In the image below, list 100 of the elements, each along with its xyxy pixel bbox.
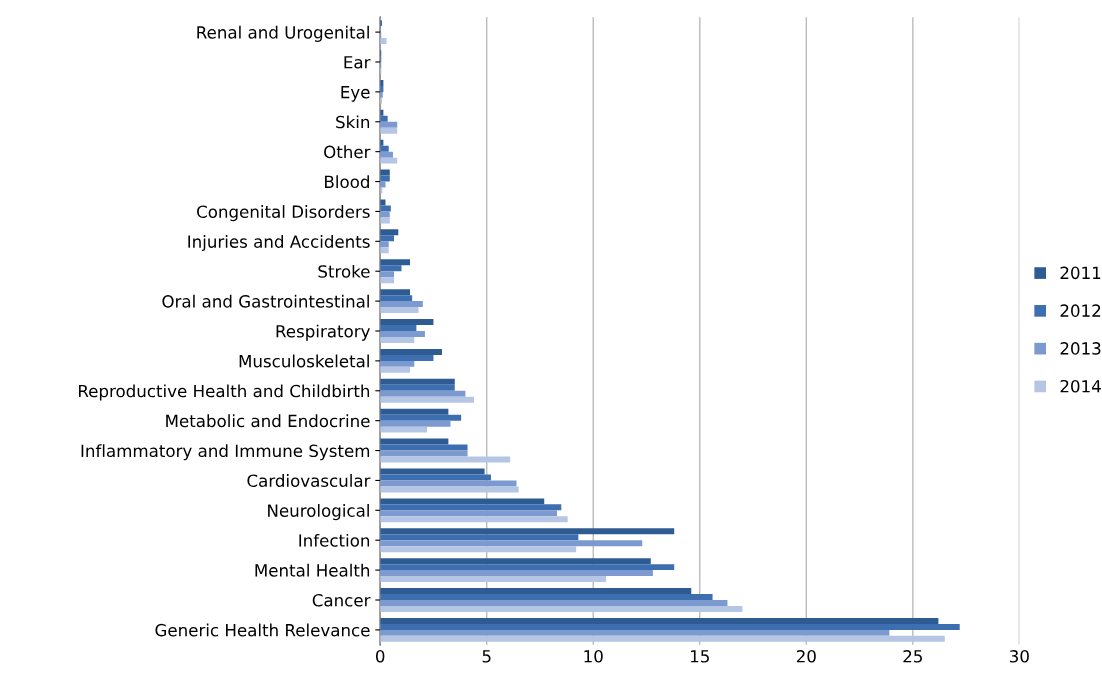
bar bbox=[380, 576, 607, 583]
y-tick-label: Generic Health Relevance bbox=[155, 623, 370, 637]
bar bbox=[380, 504, 562, 511]
bar bbox=[380, 408, 449, 415]
bar bbox=[380, 307, 419, 314]
bar bbox=[380, 289, 411, 296]
legend-label: 2014 bbox=[1060, 379, 1101, 393]
bar bbox=[380, 540, 643, 547]
bar bbox=[380, 277, 395, 284]
y-tick-label: Inflammatory and Immune System bbox=[81, 444, 370, 461]
bar bbox=[380, 564, 675, 571]
bar bbox=[380, 175, 390, 182]
bar bbox=[380, 151, 393, 158]
y-tick-label: Congenital Disorders bbox=[197, 205, 370, 222]
legend-label: 2011 bbox=[1060, 266, 1101, 280]
y-tick-label: Mental Health bbox=[255, 563, 370, 577]
bar bbox=[380, 390, 466, 397]
bar bbox=[380, 325, 417, 331]
y-tick-label: Skin bbox=[336, 115, 370, 129]
bar bbox=[380, 498, 545, 505]
y-tick-label: Cancer bbox=[312, 593, 371, 607]
bar bbox=[380, 588, 692, 595]
bar bbox=[380, 629, 890, 636]
y-tick-label: Musculoskeletal bbox=[239, 354, 369, 368]
bar bbox=[380, 366, 411, 373]
bar bbox=[380, 426, 428, 433]
bar bbox=[380, 605, 743, 612]
bar bbox=[380, 319, 434, 326]
bar bbox=[380, 480, 517, 487]
bar bbox=[380, 205, 391, 212]
bar bbox=[380, 336, 415, 343]
bar bbox=[380, 396, 474, 403]
bar bbox=[380, 145, 389, 152]
y-tick-label: Renal and Urogenital bbox=[197, 25, 369, 42]
bar bbox=[380, 600, 728, 606]
bar bbox=[380, 121, 398, 128]
bar bbox=[380, 354, 434, 361]
bar bbox=[380, 330, 425, 337]
y-tick-label: Blood bbox=[325, 175, 369, 189]
y-tick-label: Infection bbox=[299, 533, 370, 547]
bar bbox=[380, 420, 451, 427]
bar bbox=[380, 450, 468, 457]
x-tick-label: 25 bbox=[903, 650, 922, 663]
bar bbox=[380, 241, 389, 248]
bar bbox=[380, 265, 402, 272]
bar bbox=[380, 384, 455, 391]
y-tick-label: Reproductive Health and Childbirth bbox=[78, 384, 370, 401]
y-tick-label: Oral and Gastrointestinal bbox=[162, 294, 369, 308]
bar bbox=[380, 127, 398, 134]
bar bbox=[380, 259, 411, 266]
x-tick-label: 20 bbox=[796, 650, 816, 663]
legend-label: 2012 bbox=[1060, 304, 1101, 317]
x-tick-label: 30 bbox=[1010, 650, 1029, 663]
bar bbox=[380, 295, 413, 302]
bar bbox=[380, 157, 398, 164]
bar bbox=[380, 617, 939, 624]
y-tick-label: Metabolic and Endocrine bbox=[166, 414, 370, 428]
y-tick-label: Other bbox=[324, 145, 371, 159]
bar bbox=[380, 169, 390, 176]
bar bbox=[380, 348, 442, 355]
y-tick-label: Eye bbox=[341, 86, 370, 102]
bar bbox=[380, 486, 519, 493]
bar bbox=[380, 570, 653, 577]
bar bbox=[380, 635, 945, 642]
x-tick-label: 10 bbox=[584, 650, 603, 663]
bar bbox=[380, 510, 558, 517]
bar bbox=[380, 247, 389, 254]
y-tick-label: Ear bbox=[344, 56, 371, 69]
y-tick-label: Respiratory bbox=[276, 324, 370, 341]
bar bbox=[380, 594, 713, 600]
bar bbox=[380, 623, 960, 630]
x-tick-label: 0 bbox=[375, 650, 385, 663]
bar bbox=[380, 558, 651, 565]
bar bbox=[380, 534, 579, 541]
bar bbox=[380, 528, 675, 535]
bar bbox=[380, 468, 485, 475]
bar bbox=[380, 438, 449, 445]
x-tick-label: 15 bbox=[691, 650, 709, 663]
bar bbox=[380, 360, 415, 367]
bar bbox=[380, 546, 577, 553]
bar bbox=[380, 229, 399, 236]
bar bbox=[380, 181, 386, 188]
bar bbox=[380, 115, 388, 122]
bar bbox=[380, 456, 511, 463]
bar bbox=[380, 217, 390, 224]
y-tick-label: Neurological bbox=[268, 504, 369, 521]
y-tick-label: Injuries and Accidents bbox=[188, 234, 370, 252]
bar bbox=[380, 444, 468, 451]
bar bbox=[380, 211, 390, 218]
x-tick-label: 5 bbox=[482, 650, 491, 663]
bar bbox=[380, 414, 462, 421]
y-tick-label: Stroke bbox=[318, 264, 370, 278]
bar bbox=[380, 235, 395, 242]
legend-label: 2013 bbox=[1060, 342, 1101, 355]
bar bbox=[380, 378, 455, 385]
bar bbox=[380, 271, 395, 278]
bar bbox=[380, 516, 568, 523]
bar bbox=[380, 301, 423, 308]
bar bbox=[380, 199, 386, 206]
bar bbox=[380, 474, 491, 481]
